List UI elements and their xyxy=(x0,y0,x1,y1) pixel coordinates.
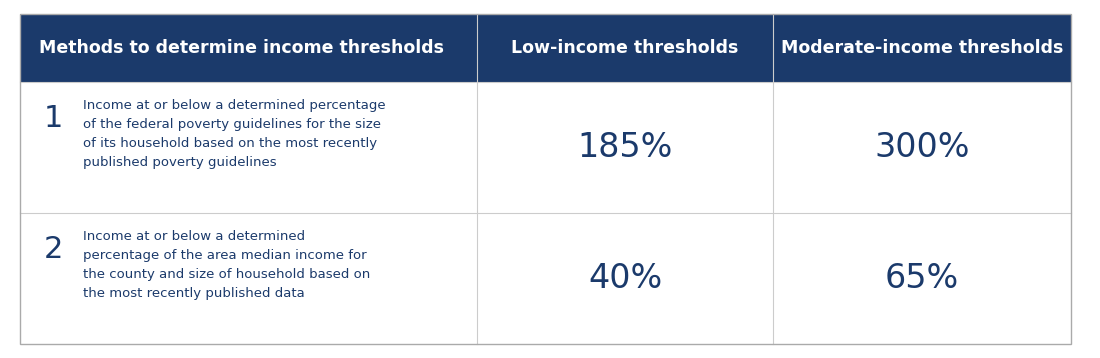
Text: 40%: 40% xyxy=(588,262,662,295)
Bar xyxy=(477,14,773,82)
Text: 300%: 300% xyxy=(874,131,970,164)
Bar xyxy=(477,213,773,344)
Text: 65%: 65% xyxy=(884,262,959,295)
Bar xyxy=(20,82,477,213)
Text: Income at or below a determined
percentage of the area median income for
the cou: Income at or below a determined percenta… xyxy=(82,230,370,300)
Text: Moderate-income thresholds: Moderate-income thresholds xyxy=(781,39,1064,57)
Bar xyxy=(773,14,1070,82)
Text: Low-income thresholds: Low-income thresholds xyxy=(512,39,739,57)
Bar xyxy=(477,82,773,213)
Bar xyxy=(773,213,1070,344)
Text: Methods to determine income thresholds: Methods to determine income thresholds xyxy=(40,39,444,57)
Text: 2: 2 xyxy=(44,235,63,264)
Text: 185%: 185% xyxy=(578,131,673,164)
Bar xyxy=(773,82,1070,213)
Bar xyxy=(20,14,477,82)
Text: 1: 1 xyxy=(44,104,63,133)
Bar xyxy=(20,213,477,344)
Text: Income at or below a determined percentage
of the federal poverty guidelines for: Income at or below a determined percenta… xyxy=(82,99,385,169)
